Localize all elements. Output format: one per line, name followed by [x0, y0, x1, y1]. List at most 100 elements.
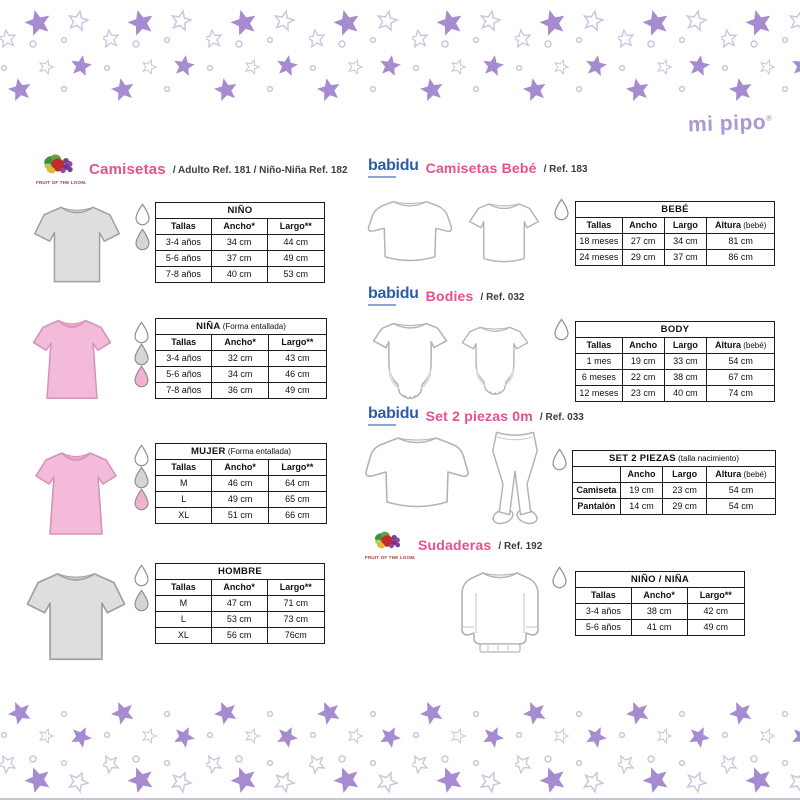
- table-header-row: Tallas Ancho* Largo**: [155, 218, 326, 235]
- water-drop-icon-gray: [134, 589, 149, 612]
- babidu-tagline-bar: [368, 176, 396, 178]
- section-header-sudaderas: FRUIT OF THE LOOM. Sudaderas / Ref. 192: [365, 530, 542, 561]
- table-title-row: NIÑO / NIÑA: [575, 571, 745, 588]
- value-cell: 64 cm: [267, 475, 328, 492]
- table-title: NIÑO / NIÑA: [575, 571, 745, 588]
- row-label-cell: Camiseta: [572, 482, 621, 499]
- fruit-cluster-icon: [374, 531, 401, 549]
- value-cell: 37 cm: [210, 250, 268, 267]
- table-title-row: BEBÉ: [575, 201, 775, 218]
- value-cell: 54 cm: [705, 498, 777, 515]
- value-cell: 56 cm: [210, 627, 268, 644]
- table-sudaderas: NIÑO / NIÑA Tallas Ancho* Largo** 3-4 años 38…: [575, 571, 746, 636]
- value-cell: 37 cm: [663, 249, 708, 266]
- star-pattern-top-band: [0, 6, 800, 101]
- value-cell: 23 cm: [621, 385, 665, 402]
- size-table: BODY Tallas Ancho Largo Altura (bebé) 1 mes 19…: [575, 321, 775, 402]
- row-label-cell: 18 meses: [575, 233, 623, 250]
- column-header-cell: Ancho*: [630, 587, 688, 604]
- row-label-cell: 6 meses: [575, 369, 623, 386]
- value-cell: 81 cm: [706, 233, 775, 250]
- value-cell: 47 cm: [210, 595, 268, 612]
- value-cell: 76cm: [266, 627, 326, 644]
- water-drop-icon-white: [134, 444, 149, 467]
- table-bebe: BEBÉ Tallas Ancho Largo Altura (bebé) 18 mese…: [575, 201, 775, 266]
- star-pattern-bottom-band: [0, 702, 800, 797]
- value-cell: 23 cm: [662, 482, 707, 499]
- value-cell: 33 cm: [663, 353, 708, 370]
- water-drop-icon-white: [554, 198, 569, 221]
- tshirt-hombre-image: [26, 573, 126, 661]
- size-table: MUJER (Forma entallada) Tallas Ancho* Largo…: [154, 443, 328, 524]
- column-header-cell: Ancho*: [211, 459, 269, 476]
- value-cell: 43 cm: [267, 350, 328, 367]
- water-drop-icon-white: [552, 566, 567, 589]
- fruit-of-the-loom-logo: FRUIT OF THE LOOM.: [365, 530, 415, 561]
- value-cell: 41 cm: [630, 619, 688, 636]
- size-table: BEBÉ Tallas Ancho Largo Altura (bebé) 18 mese…: [575, 201, 775, 266]
- water-drop-icon-white: [134, 321, 149, 344]
- table-header-row: Tallas Ancho* Largo**: [154, 459, 328, 476]
- row-label-cell: 3-4 años: [154, 350, 213, 367]
- water-drop-icon-white: [134, 564, 149, 587]
- water-drop-icon-white: [552, 448, 567, 471]
- value-cell: 44 cm: [266, 234, 326, 251]
- value-cell: 36 cm: [211, 382, 269, 399]
- table-title: SET 2 PIEZAS (talla nacimiento): [572, 450, 776, 467]
- section-subtitle-set-2-piezas: / Ref. 033: [539, 412, 584, 423]
- value-cell: 29 cm: [621, 249, 665, 266]
- babidu-tagline-bar: [368, 424, 396, 426]
- row-label-cell: 12 meses: [575, 385, 623, 402]
- value-cell: 34 cm: [663, 233, 708, 250]
- row-label-cell: L: [155, 611, 212, 628]
- column-header-cell: Largo: [663, 337, 708, 354]
- column-header-cell: Ancho*: [210, 579, 268, 596]
- value-cell: 46 cm: [267, 366, 328, 383]
- value-cell: 53 cm: [210, 611, 268, 628]
- section-title-sudaderas: Sudaderas: [418, 537, 492, 554]
- table-row: 18 meses 27 cm 34 cm 81 cm: [575, 233, 775, 250]
- column-header-cell: Altura (bebé): [706, 217, 775, 234]
- value-cell: 53 cm: [266, 266, 326, 283]
- table-row: 6 meses 22 cm 38 cm 67 cm: [575, 369, 775, 386]
- value-cell: 40 cm: [663, 385, 708, 402]
- column-header-cell: Tallas: [154, 459, 213, 476]
- row-label-cell: 5-6 años: [155, 250, 212, 267]
- table-row: 5-6 años 41 cm 49 cm: [575, 619, 746, 636]
- water-drop-icon-gray: [134, 466, 149, 489]
- table-row: M 47 cm 71 cm: [155, 595, 326, 612]
- table-title: NIÑA (Forma entallada): [155, 318, 327, 335]
- column-header-cell: Altura (bebé): [706, 337, 775, 354]
- table-nino: NIÑO Tallas Ancho* Largo** 3-4 años 34 cm 44 c…: [155, 202, 326, 283]
- mipipo-logo: mi pipo®: [688, 111, 773, 138]
- fruit-logo-text: FRUIT OF THE LOOM.: [36, 180, 87, 185]
- size-table: NIÑO / NIÑA Tallas Ancho* Largo** 3-4 años 38…: [575, 571, 746, 636]
- value-cell: 71 cm: [266, 595, 326, 612]
- table-title-row: BODY: [575, 321, 775, 338]
- value-cell: 14 cm: [619, 498, 664, 515]
- table-row: L 53 cm 73 cm: [155, 611, 326, 628]
- section-title-camisetas: Camisetas: [89, 160, 166, 178]
- section-header-bodies: babidu Bodies / Ref. 032: [368, 286, 524, 306]
- table-header-row: Tallas Ancho* Largo**: [155, 579, 326, 596]
- table-row: 24 meses 29 cm 37 cm 86 cm: [575, 249, 775, 266]
- value-cell: 49 cm: [266, 250, 326, 267]
- row-label-cell: L: [154, 491, 213, 508]
- section-header-set-2-piezas: babidu Set 2 piezas 0m / Ref. 033: [368, 406, 584, 426]
- row-label-cell: 3-4 años: [575, 603, 632, 620]
- section-subtitle-sudaderas: / Ref. 192: [498, 541, 543, 553]
- set-camiseta-image: [365, 437, 469, 508]
- table-row: 5-6 años 34 cm 46 cm: [154, 366, 328, 383]
- tshirt-nino-image: [33, 206, 121, 283]
- value-cell: 22 cm: [621, 369, 665, 386]
- water-drop-icon-white: [554, 318, 569, 341]
- value-cell: 38 cm: [663, 369, 708, 386]
- babidu-logo: babidu: [368, 286, 419, 306]
- baby-tshirt-long-sleeve-image: [367, 200, 453, 262]
- table-header-row: Tallas Ancho Largo Altura (bebé): [575, 337, 775, 354]
- table-row: 3-4 años 32 cm 43 cm: [154, 350, 328, 367]
- value-cell: 49 cm: [211, 491, 269, 508]
- bottom-border-line: [0, 798, 800, 800]
- column-header-cell: Largo: [662, 466, 707, 483]
